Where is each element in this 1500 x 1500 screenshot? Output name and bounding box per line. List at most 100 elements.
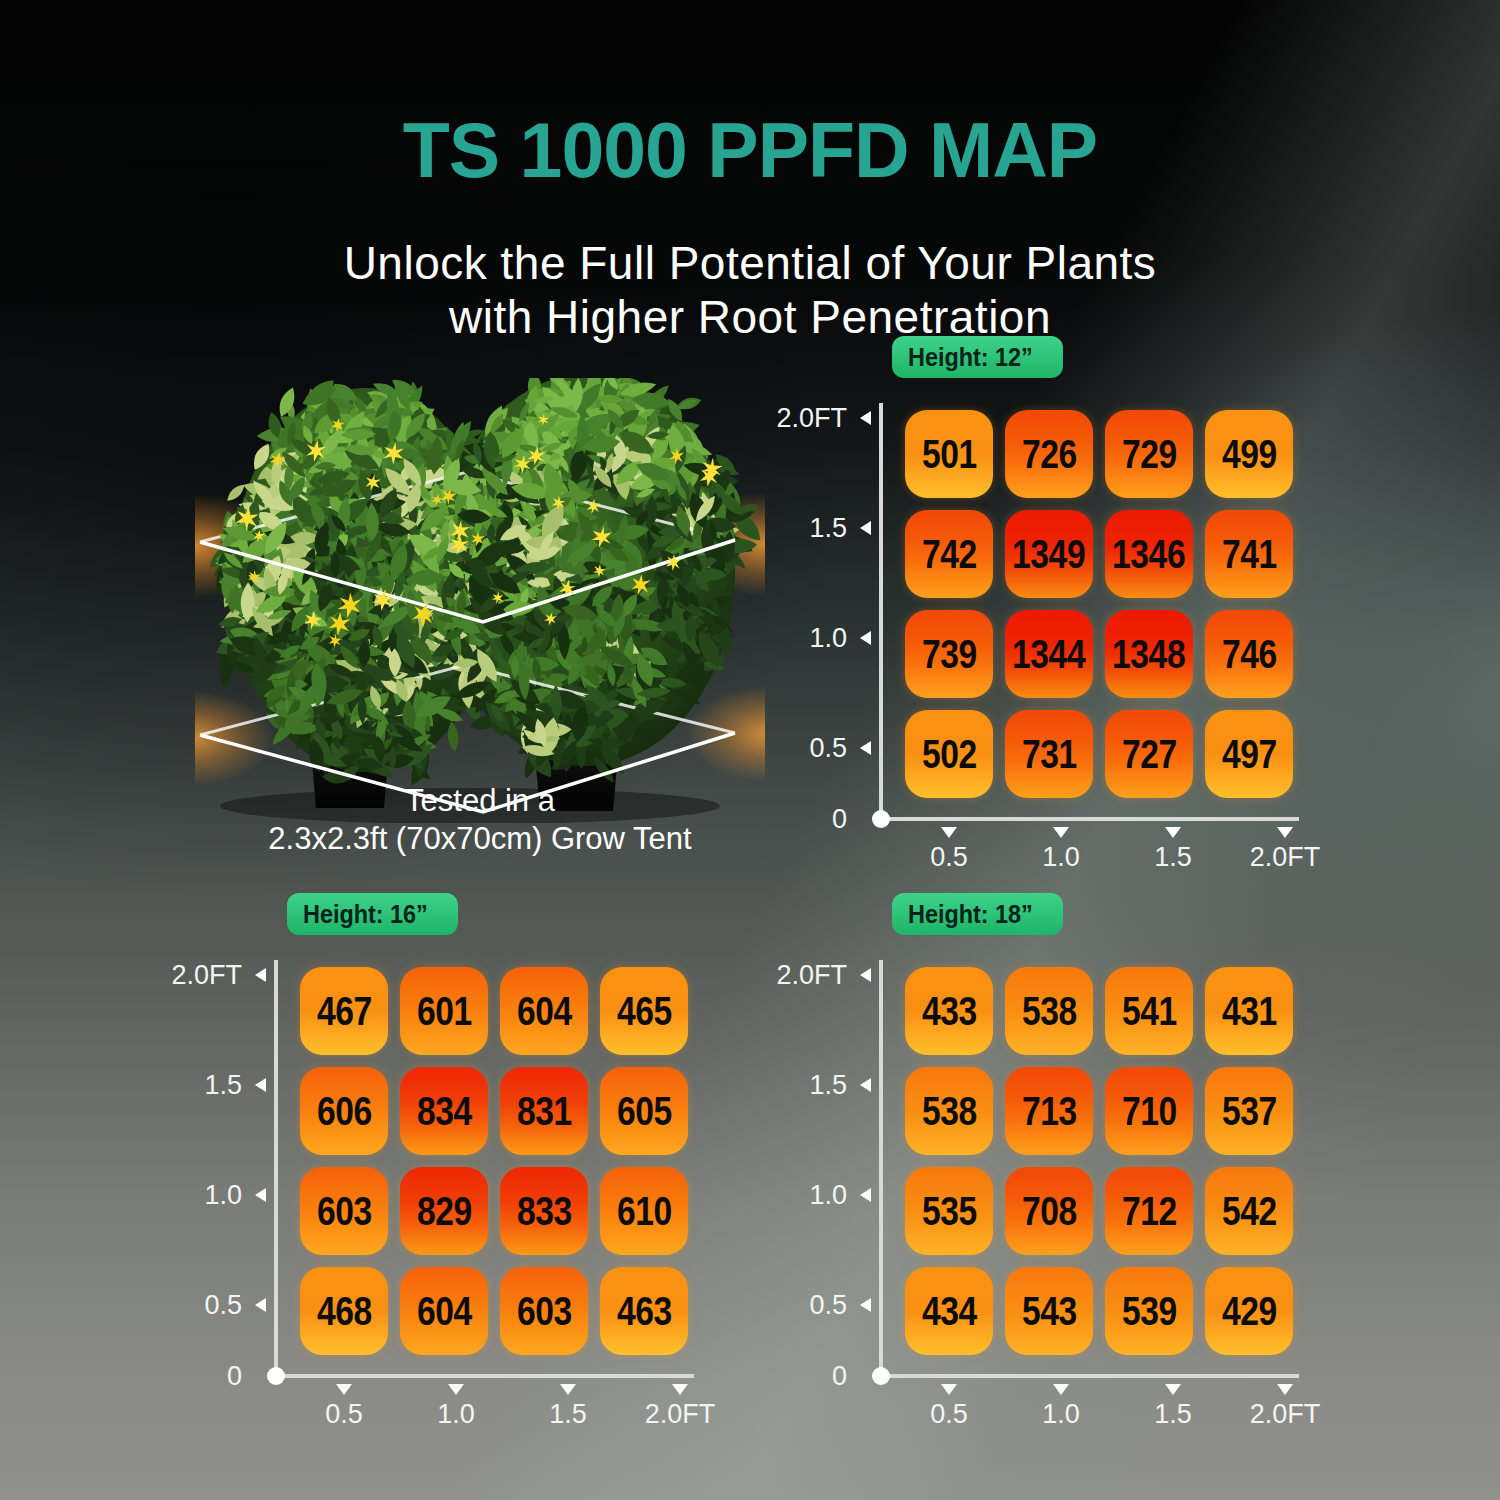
ppfd-cell: 604 <box>400 1267 488 1355</box>
y-axis-label: 0.5 <box>152 1290 242 1321</box>
y-tick-arrow-icon <box>860 631 871 645</box>
plant-illustration <box>195 378 765 823</box>
x-tick-arrow-icon <box>1053 1384 1069 1395</box>
x-axis-label: 2.0FT <box>1250 842 1321 873</box>
ppfd-cell: 467 <box>300 967 388 1055</box>
ppfd-cell: 603 <box>500 1267 588 1355</box>
ppfd-cell: 731 <box>1005 710 1093 798</box>
x-tick-arrow-icon <box>336 1384 352 1395</box>
y-tick-arrow-icon <box>860 1188 871 1202</box>
plant-caption-line-2: 2.3x2.3ft (70x70cm) Grow Tent <box>190 820 770 858</box>
ppfd-cell: 501 <box>905 410 993 498</box>
height-badge-16: Height: 16” <box>287 893 458 935</box>
x-axis-label: 0.5 <box>325 1399 363 1430</box>
x-axis-label: 1.0 <box>1042 842 1080 873</box>
y-tick-arrow-icon <box>255 968 266 982</box>
ppfd-cell: 834 <box>400 1067 488 1155</box>
y-tick-arrow-icon <box>860 968 871 982</box>
x-tick-arrow-icon <box>1165 1384 1181 1395</box>
x-tick-arrow-icon <box>1165 827 1181 838</box>
x-axis-label: 0.5 <box>930 1399 968 1430</box>
x-axis-line <box>879 817 1299 821</box>
ppfd-cell: 710 <box>1105 1067 1193 1155</box>
ppfd-cell: 606 <box>300 1067 388 1155</box>
x-tick-arrow-icon <box>448 1384 464 1395</box>
ppfd-cell: 726 <box>1005 410 1093 498</box>
y-axis-label: 1.5 <box>757 1070 847 1101</box>
ppfd-cell: 712 <box>1105 1167 1193 1255</box>
ppfd-cell: 713 <box>1005 1067 1093 1155</box>
x-tick-arrow-icon <box>672 1384 688 1395</box>
ppfd-cell: 463 <box>600 1267 688 1355</box>
plant-caption: Tested in a 2.3x2.3ft (70x70cm) Grow Ten… <box>190 782 770 858</box>
subtitle-line-1: Unlock the Full Potential of Your Plants <box>0 236 1500 290</box>
ppfd-cell: 746 <box>1205 610 1293 698</box>
ppfd-cell: 742 <box>905 510 993 598</box>
ppfd-cell: 538 <box>905 1067 993 1155</box>
y-axis-label: 1.0 <box>152 1180 242 1211</box>
ppfd-cell: 433 <box>905 967 993 1055</box>
y-tick-arrow-icon <box>860 741 871 755</box>
ppfd-cell: 605 <box>600 1067 688 1155</box>
y-axis-label: 0 <box>757 804 847 835</box>
height-badge-label: Height: 16” <box>303 893 428 935</box>
ppfd-cell: 601 <box>400 967 488 1055</box>
x-tick-arrow-icon <box>1277 827 1293 838</box>
ppfd-cell: 497 <box>1205 710 1293 798</box>
height-badge-label: Height: 12” <box>908 336 1033 378</box>
ppfd-cell: 538 <box>1005 967 1093 1055</box>
subtitle: Unlock the Full Potential of Your Plants… <box>0 236 1500 344</box>
height-badge-18: Height: 18” <box>892 893 1063 935</box>
ppfd-cell: 502 <box>905 710 993 798</box>
ppfd-cell: 539 <box>1105 1267 1193 1355</box>
ppfd-cell: 543 <box>1005 1267 1093 1355</box>
ppfd-cell: 833 <box>500 1167 588 1255</box>
x-axis-label: 1.5 <box>1154 842 1192 873</box>
ppfd-cell: 739 <box>905 610 993 698</box>
ppfd-cell: 434 <box>905 1267 993 1355</box>
x-axis-label: 1.0 <box>437 1399 475 1430</box>
ppfd-cell: 708 <box>1005 1167 1093 1255</box>
y-axis-label: 2.0FT <box>757 403 847 434</box>
ppfd-cell: 541 <box>1105 967 1193 1055</box>
ppfd-cell: 1349 <box>1005 510 1093 598</box>
ppfd-cell: 1344 <box>1005 610 1093 698</box>
ppfd-cell: 429 <box>1205 1267 1293 1355</box>
ppfd-cell: 1348 <box>1105 610 1193 698</box>
y-tick-arrow-icon <box>255 1188 266 1202</box>
x-tick-arrow-icon <box>941 1384 957 1395</box>
ppfd-cell: 610 <box>600 1167 688 1255</box>
axis-origin-dot <box>267 1367 285 1385</box>
ppfd-cell: 431 <box>1205 967 1293 1055</box>
y-tick-arrow-icon <box>860 411 871 425</box>
ppfd-cell: 741 <box>1205 510 1293 598</box>
x-tick-arrow-icon <box>1277 1384 1293 1395</box>
infographic: TS 1000 PPFD MAP Unlock the Full Potenti… <box>0 0 1500 1500</box>
x-axis-label: 0.5 <box>930 842 968 873</box>
x-tick-arrow-icon <box>941 827 957 838</box>
plant-caption-line-1: Tested in a <box>190 782 770 820</box>
y-tick-arrow-icon <box>860 1078 871 1092</box>
y-axis-line <box>274 960 278 1376</box>
y-tick-arrow-icon <box>255 1078 266 1092</box>
ppfd-cell: 537 <box>1205 1067 1293 1155</box>
y-axis-label: 0.5 <box>757 733 847 764</box>
x-axis-label: 2.0FT <box>645 1399 716 1430</box>
x-axis-label: 1.5 <box>549 1399 587 1430</box>
ppfd-cell: 604 <box>500 967 588 1055</box>
x-axis-label: 1.5 <box>1154 1399 1192 1430</box>
y-axis-label: 1.0 <box>757 1180 847 1211</box>
y-axis-label: 2.0FT <box>152 960 242 991</box>
ppfd-cell: 1346 <box>1105 510 1193 598</box>
y-axis-label: 2.0FT <box>757 960 847 991</box>
ppfd-cell: 729 <box>1105 410 1193 498</box>
axis-origin-dot <box>872 1367 890 1385</box>
ppfd-cell: 829 <box>400 1167 488 1255</box>
ppfd-cell: 727 <box>1105 710 1193 798</box>
ppfd-cell: 465 <box>600 967 688 1055</box>
axis-origin-dot <box>872 810 890 828</box>
x-axis-label: 2.0FT <box>1250 1399 1321 1430</box>
x-axis-label: 1.0 <box>1042 1399 1080 1430</box>
ppfd-chart-height-12: Height: 12” 2.0FT1.51.00.500.51.01.52.0F… <box>810 330 1385 890</box>
height-badge-12: Height: 12” <box>892 336 1063 378</box>
